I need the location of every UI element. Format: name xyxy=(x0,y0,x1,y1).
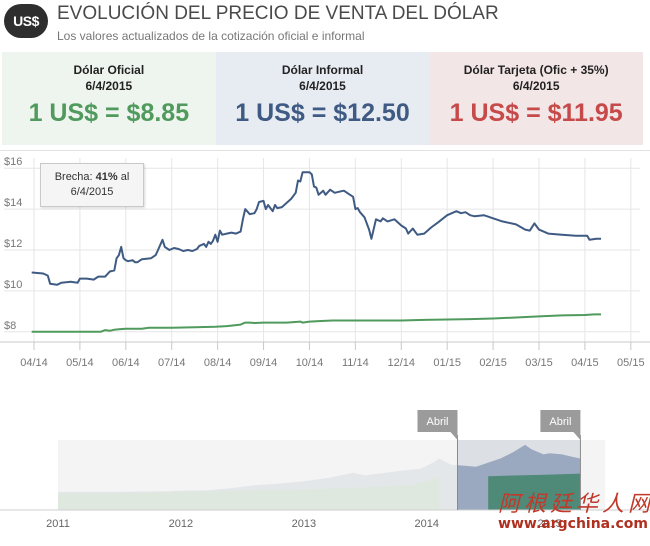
card-date: 6/4/2015 xyxy=(299,79,346,93)
rate-cards: Dólar Oficial 6/4/2015 1 US$ = $8.85 Dól… xyxy=(2,52,644,145)
tooltip-date: 6/4/2015 xyxy=(70,186,114,198)
card-date: 6/4/2015 xyxy=(85,79,133,93)
card-dolar-tarjeta: Dólar Tarjeta (Ofic + 35%) 6/4/2015 1 US… xyxy=(429,52,644,145)
card-dolar-oficial: Dólar Oficial 6/4/2015 1 US$ = $8.85 xyxy=(2,52,216,145)
handle-left-pointer xyxy=(450,432,458,440)
navigator-year-label: 2013 xyxy=(292,518,316,530)
watermark: 阿根廷华人网 www.argchina.com xyxy=(498,486,650,532)
x-tick-label: 03/15 xyxy=(525,357,553,369)
tooltip-line-1: Brecha: 41% al xyxy=(41,170,143,185)
series-line-d-lar-oficial xyxy=(31,313,601,333)
handle-right-pointer xyxy=(573,432,581,440)
x-tick-label: 02/15 xyxy=(479,357,507,369)
y-tick-label: $8 xyxy=(4,320,16,332)
page-subtitle: Los valores actualizados de la cotizació… xyxy=(57,29,365,43)
card-label: Dólar Oficial xyxy=(73,63,145,77)
watermark-url: www.argchina.com xyxy=(498,516,648,532)
navigator-axis: 2011 2012 2013 2014 2015 xyxy=(0,509,650,530)
x-tick-label: 05/15 xyxy=(617,357,645,369)
area-oficial-unselected xyxy=(58,477,440,510)
navigator-areas xyxy=(58,440,581,510)
x-tick-label: 07/14 xyxy=(158,357,186,369)
navigator-year-label: 2014 xyxy=(415,518,439,530)
x-tick-label: 08/14 xyxy=(204,357,232,369)
card-value: 1 US$ = $8.85 xyxy=(28,99,190,127)
page-title: EVOLUCIÓN DEL PRECIO DE VENTA DEL DÓLAR xyxy=(57,3,499,24)
y-tick-label: $16 xyxy=(4,156,22,168)
card-value: 1 US$ = $11.95 xyxy=(449,99,623,127)
x-tick-label: 10/14 xyxy=(296,357,324,369)
area-oficial-selected xyxy=(488,473,581,510)
y-tick-label: $14 xyxy=(4,197,22,209)
navigator-year-label: 2011 xyxy=(46,518,70,530)
navigator-year-label: 2015 xyxy=(537,518,561,530)
x-tick-label: 12/14 xyxy=(388,357,416,369)
dollar-logo-icon: US$ xyxy=(4,4,48,38)
navigator-handles[interactable]: Abril Abril xyxy=(417,410,581,510)
range-navigator[interactable]: 2011 2012 2013 2014 2015 Abril Abril xyxy=(0,405,650,546)
card-dolar-informal: Dólar Informal 6/4/2015 1 US$ = $12.50 xyxy=(215,52,430,145)
x-tick-label: 01/15 xyxy=(433,357,461,369)
handle-left-label: Abril xyxy=(426,416,448,428)
y-tick-label: $10 xyxy=(4,279,22,291)
tooltip-percent: 41% xyxy=(95,171,118,183)
chart-series xyxy=(31,171,601,333)
x-tick-label: 04/15 xyxy=(571,357,599,369)
x-tick-label: 06/14 xyxy=(112,357,140,369)
gap-tooltip: Brecha: 41% al 6/4/2015 xyxy=(40,163,144,207)
chart-axes: $8 $10 $12 $14 $16 04/14 05/14 06/14 07/14 08/14 0… xyxy=(0,156,650,369)
tooltip-suffix: al xyxy=(117,171,130,183)
x-tick-label: 05/14 xyxy=(66,357,94,369)
x-tick-label: 04/14 xyxy=(20,357,48,369)
x-tick-label: 09/14 xyxy=(250,357,278,369)
tooltip-prefix: Brecha: xyxy=(54,171,96,183)
watermark-chinese-text: 阿根廷华人网 xyxy=(498,492,650,517)
handle-left-label-box xyxy=(417,410,458,432)
card-label: Dólar Informal xyxy=(281,63,364,77)
card-date: 6/4/2015 xyxy=(512,79,560,93)
card-label: Dólar Tarjeta (Ofic + 35%) xyxy=(463,63,609,77)
x-tick-label: 11/14 xyxy=(342,357,369,369)
navigator-year-label: 2012 xyxy=(169,518,193,530)
series-line-d-lar-informal xyxy=(31,171,601,286)
card-value: 1 US$ = $12.50 xyxy=(235,99,410,127)
y-tick-label: $12 xyxy=(4,238,22,250)
handle-right-label-box xyxy=(540,410,581,432)
handle-right-label: Abril xyxy=(549,416,571,428)
